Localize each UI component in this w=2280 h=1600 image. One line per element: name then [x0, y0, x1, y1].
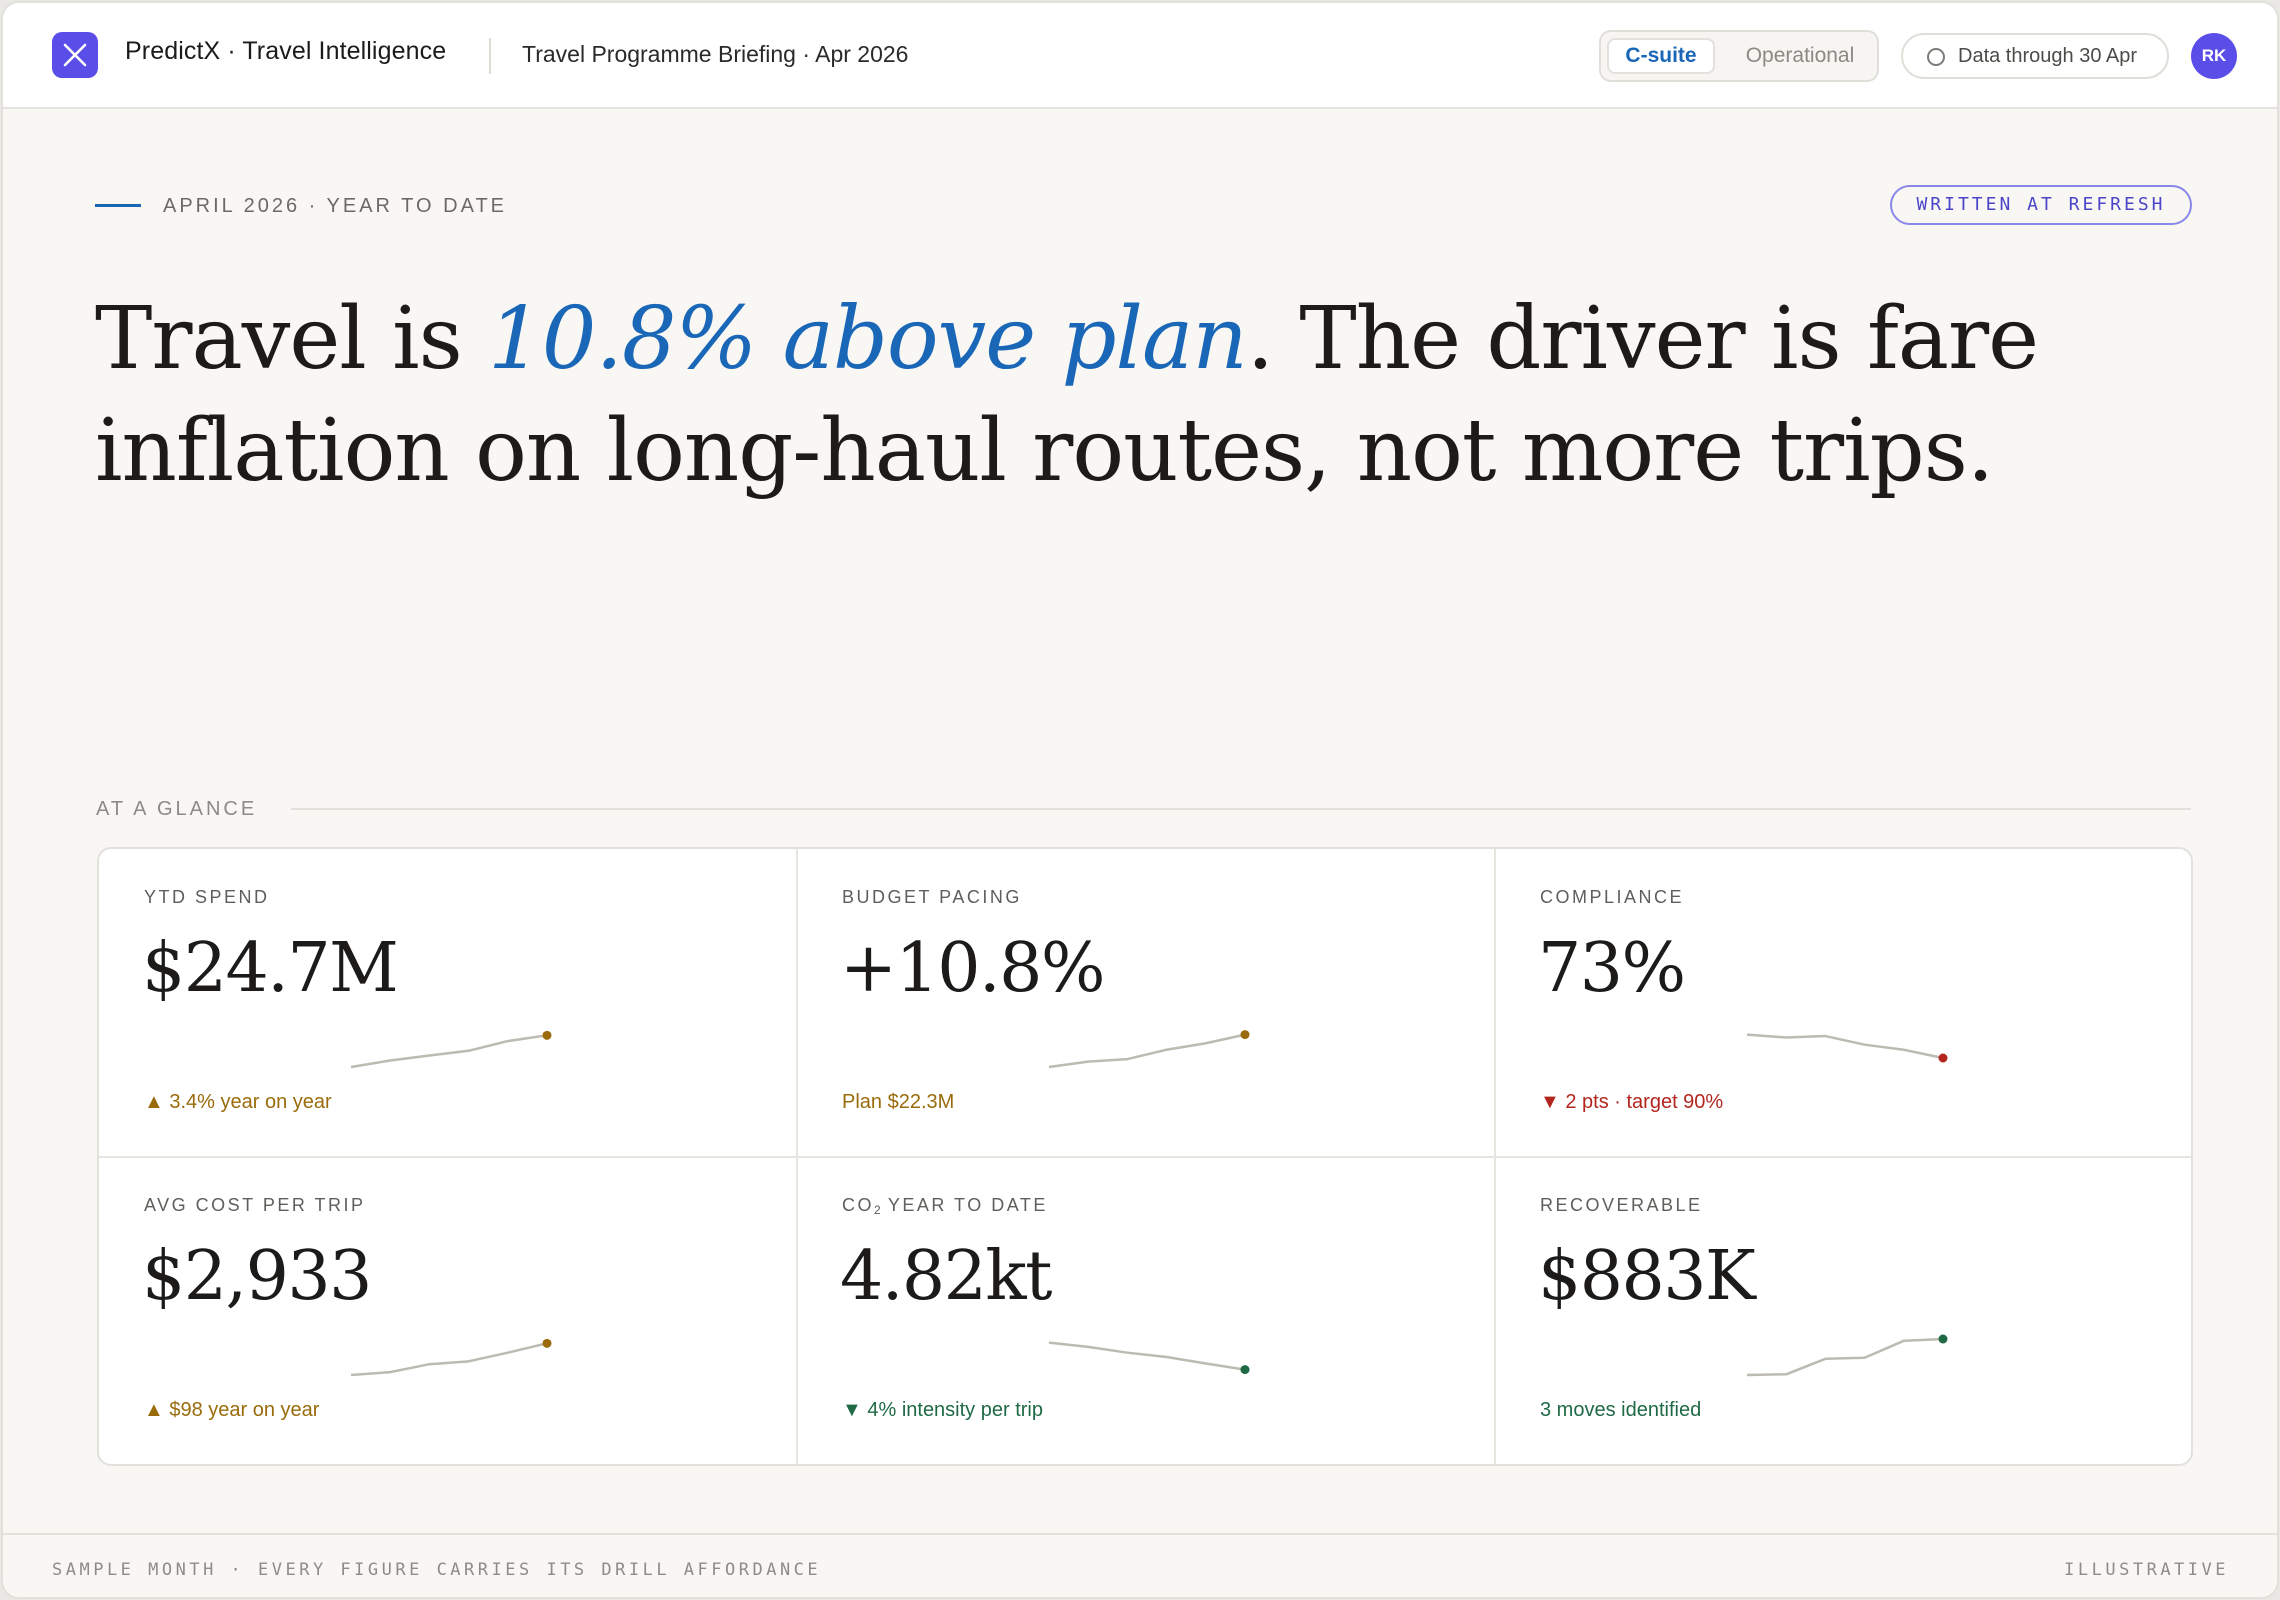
kpi-label: YTD SPEND: [144, 887, 270, 907]
brand-name: PredictX · Travel Intelligence: [125, 37, 447, 65]
footer-note: SAMPLE MONTH · EVERY FIGURE CARRIES ITS …: [52, 1560, 822, 1580]
grid-divider: [99, 1156, 2191, 1158]
kpi-card-budget-pacing[interactable]: BUDGET PACING +10.8% Plan $22.3M: [797, 849, 1495, 1157]
grid-divider: [796, 849, 798, 1464]
kpi-card-avg-cost-per-trip[interactable]: AVG COST PER TRIP $2,933 ▲ $98 year on y…: [99, 1157, 797, 1464]
kpi-value[interactable]: 4.82kt: [840, 1237, 1052, 1316]
co2-label-post: YEAR TO DATE: [880, 1195, 1048, 1215]
kpi-sparkline: [1048, 1030, 1250, 1069]
sparkline-endpoint: [1938, 1334, 1948, 1344]
kicker-accent-line: [95, 204, 141, 207]
co2-label-pre: CO: [842, 1195, 874, 1215]
at-a-glance-label: AT A GLANCE: [96, 798, 258, 820]
kpi-delta: Plan $22.3M: [842, 1091, 955, 1113]
sparkline-endpoint: [1240, 1030, 1250, 1040]
kpi-sparkline: [350, 1338, 552, 1377]
sparkline-endpoint: [542, 1338, 552, 1348]
kpi-card-co2-ytd[interactable]: CO2 YEAR TO DATE 4.82kt ▼ 4% intensity p…: [797, 1157, 1495, 1464]
toggle-operational[interactable]: Operational: [1745, 44, 1855, 67]
sparkline-endpoint: [542, 1030, 552, 1040]
sparkline-path: [1048, 1033, 1246, 1069]
grid-divider: [1494, 849, 1496, 1464]
headline-pre: Travel is: [95, 289, 489, 389]
sparkline-endpoint: [1938, 1053, 1948, 1063]
sparkline-endpoint: [1240, 1365, 1250, 1375]
sparkline-path: [350, 1342, 548, 1377]
kpi-value[interactable]: $2,933: [142, 1237, 372, 1316]
toggle-c-suite[interactable]: C-suite: [1607, 38, 1715, 74]
kpi-label: RECOVERABLE: [1540, 1195, 1703, 1215]
kpi-card-ytd-spend[interactable]: YTD SPEND $24.7M ▲ 3.4% year on year: [99, 849, 797, 1157]
kpi-delta: ▼ 4% intensity per trip: [842, 1399, 1043, 1421]
section-rule: [291, 808, 2191, 810]
data-freshness-pill[interactable]: Data through 30 Apr: [1901, 33, 2169, 79]
kpi-delta: ▲ $98 year on year: [144, 1399, 320, 1421]
kpi-label: COMPLIANCE: [1540, 887, 1685, 907]
kpi-value[interactable]: $24.7M: [142, 929, 399, 1008]
footer-illustrative: ILLUSTRATIVE: [2064, 1560, 2229, 1580]
headline: Travel is 10.8% above plan. The driver i…: [95, 283, 2235, 507]
headline-highlight[interactable]: 10.8% above plan: [488, 289, 1248, 389]
sparkline-path: [350, 1034, 548, 1069]
kpi-grid: YTD SPEND $24.7M ▲ 3.4% year on year BUD…: [97, 847, 2193, 1466]
period-kicker: APRIL 2026 · YEAR TO DATE: [163, 195, 508, 217]
status-circle-icon: [1927, 48, 1945, 66]
sparkline-path: [1048, 1341, 1246, 1371]
briefing-title: Travel Programme Briefing · Apr 2026: [522, 41, 909, 67]
written-at-refresh-badge: WRITTEN AT REFRESH: [1890, 185, 2192, 225]
kpi-card-recoverable[interactable]: RECOVERABLE $883K 3 moves identified: [1495, 1157, 2191, 1464]
headline-post: . The driver is fare inflation on long-h…: [95, 289, 2039, 501]
sparkline-path: [1746, 1337, 1944, 1377]
sparkline-path: [1746, 1033, 1944, 1060]
kpi-sparkline: [1746, 1033, 1948, 1063]
co2-label-subscript: 2: [874, 1203, 881, 1217]
kpi-label: CO2 YEAR TO DATE: [842, 1195, 1048, 1217]
kpi-sparkline: [350, 1030, 552, 1069]
kpi-label: BUDGET PACING: [842, 887, 1022, 907]
kpi-sparkline: [1746, 1334, 1948, 1377]
kpi-delta: ▼ 2 pts · target 90%: [1540, 1091, 1724, 1113]
kpi-value[interactable]: $883K: [1538, 1237, 1756, 1316]
divider: [489, 38, 491, 74]
kpi-value[interactable]: 73%: [1538, 929, 1686, 1008]
top-bar: PredictX · Travel Intelligence Travel Pr…: [3, 3, 2277, 109]
kpi-value[interactable]: +10.8%: [840, 929, 1106, 1008]
kpi-label: AVG COST PER TRIP: [144, 1195, 366, 1215]
kpi-delta: 3 moves identified: [1540, 1399, 1702, 1421]
kpi-card-compliance[interactable]: COMPLIANCE 73% ▼ 2 pts · target 90%: [1495, 849, 2191, 1157]
kpi-sparkline: [1048, 1341, 1250, 1375]
predictx-logo-icon[interactable]: [52, 32, 98, 78]
kpi-delta: ▲ 3.4% year on year: [144, 1091, 332, 1113]
audience-toggle: C-suite Operational: [1599, 30, 1879, 82]
footer: SAMPLE MONTH · EVERY FIGURE CARRIES ITS …: [3, 1533, 2277, 1597]
data-through-label: Data through 30 Apr: [1958, 45, 2138, 67]
avatar[interactable]: RK: [2191, 33, 2237, 79]
